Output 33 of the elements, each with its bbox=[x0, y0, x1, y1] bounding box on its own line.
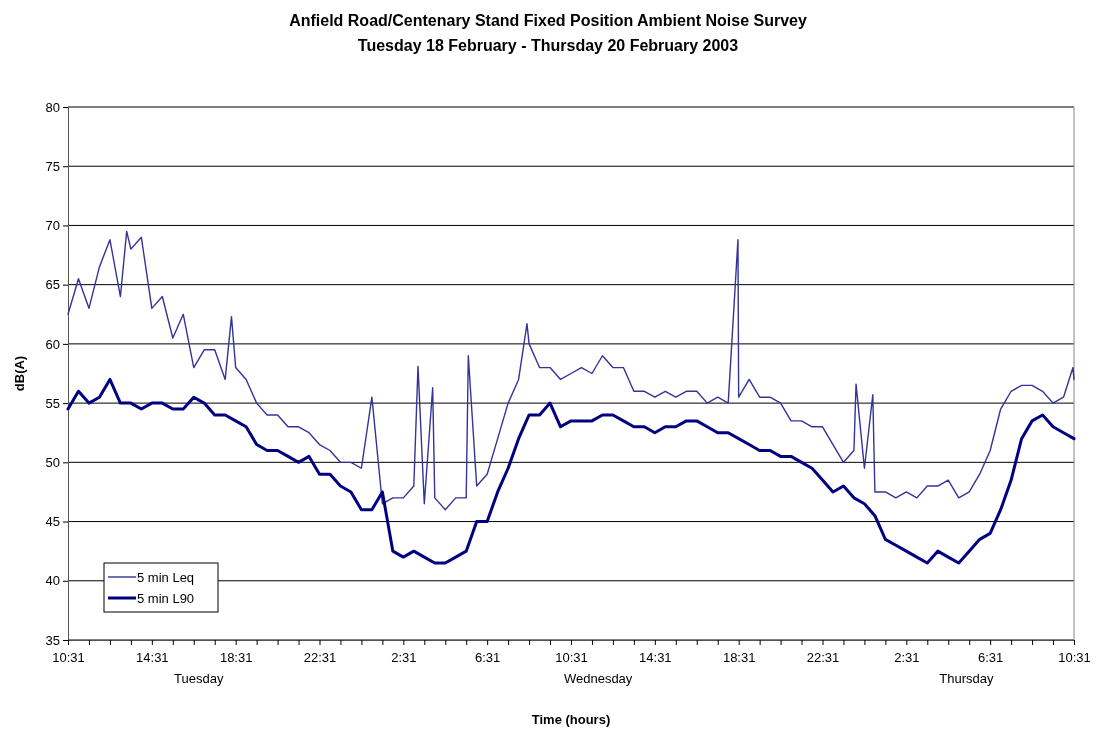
y-tick-label: 45 bbox=[45, 514, 60, 530]
text: Tuesday bbox=[174, 671, 224, 686]
x-tick-label: 22:31 bbox=[303, 650, 337, 666]
x-tick-label: 10:31 bbox=[555, 650, 588, 666]
legend-label: 5 min Leq bbox=[137, 570, 195, 585]
y-axis-title: dB(A) bbox=[12, 355, 27, 392]
chart-title: Anfield Road/Centenary Stand Fixed Position Ambient Noise Survey bbox=[289, 12, 807, 29]
x-tick-label: 18:31 bbox=[219, 650, 253, 666]
x-tick-label: 18:31 bbox=[722, 650, 756, 666]
y-tick-label: 70 bbox=[45, 218, 60, 234]
x-tick-label: 22:31 bbox=[806, 650, 840, 666]
y-tick-label: 80 bbox=[45, 99, 60, 115]
x-tick-label: 10:31 bbox=[1058, 650, 1091, 666]
y-tick-label: 60 bbox=[45, 336, 60, 352]
x-tick-label: 10:31 bbox=[52, 650, 85, 666]
y-tick-label: 35 bbox=[45, 632, 60, 648]
legend-label: 5 min L90 bbox=[137, 591, 195, 606]
x-tick-label: 6:31 bbox=[475, 650, 501, 666]
y-tick-label: 40 bbox=[45, 573, 60, 589]
y-tick-label: 75 bbox=[45, 158, 60, 174]
x-tick-label: 14:31 bbox=[639, 650, 672, 666]
x-tick-label: 14:31 bbox=[136, 650, 169, 666]
y-tick-label: 65 bbox=[45, 277, 60, 293]
x-tick-label: 2:31 bbox=[894, 650, 920, 666]
text: Wednesday bbox=[563, 671, 633, 686]
text: Thursday bbox=[939, 671, 994, 686]
x-tick-label: 2:31 bbox=[391, 650, 417, 666]
x-tick-label: 6:31 bbox=[978, 650, 1004, 666]
y-tick-label: 50 bbox=[45, 454, 60, 470]
line-series bbox=[66, 377, 1076, 565]
x-axis-title: Time (hours) bbox=[531, 712, 611, 727]
chart-subtitle: Tuesday 18 February - Thursday 20 February 2003 bbox=[357, 37, 739, 54]
y-tick-label: 55 bbox=[45, 395, 60, 411]
